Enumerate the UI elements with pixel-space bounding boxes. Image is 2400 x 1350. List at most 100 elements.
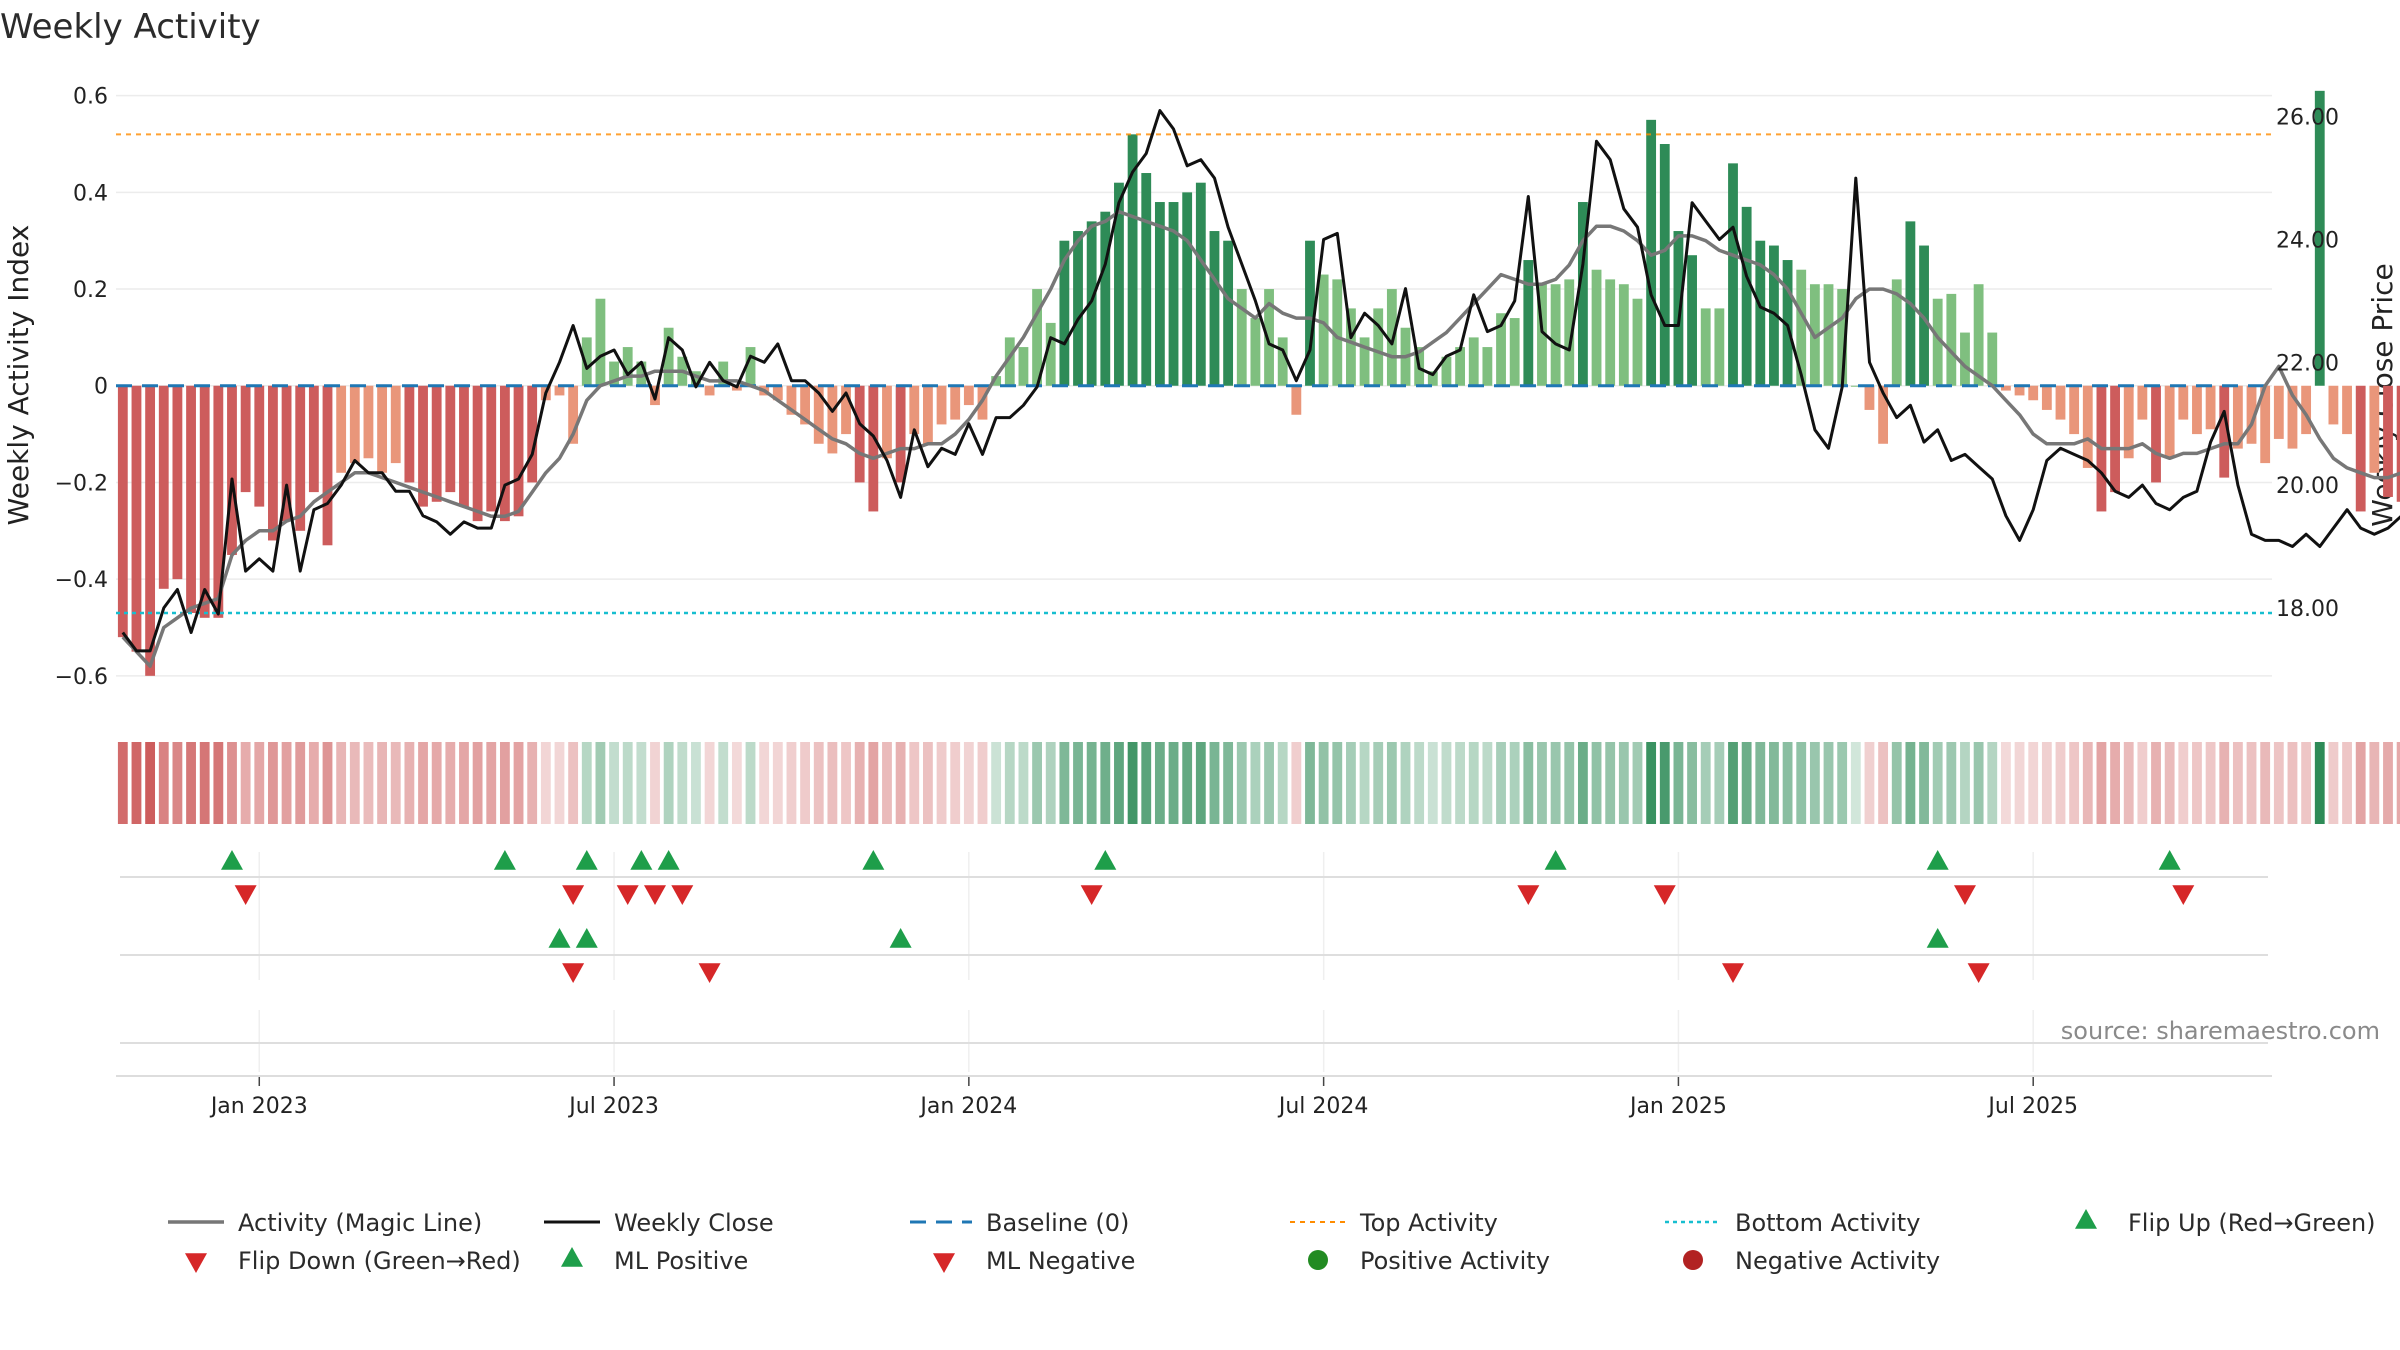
heat-cell [2178, 742, 2189, 824]
activity-bar [1605, 279, 1616, 386]
flip-up-marker [630, 850, 653, 870]
legend-item-negdot: Negative Activity [1683, 1247, 1940, 1275]
heat-cell [827, 742, 838, 824]
activity-bar [1045, 322, 1056, 386]
heat-cell [281, 742, 292, 824]
heat-cell [1250, 742, 1261, 824]
activity-bar [213, 385, 224, 618]
activity-bar [991, 376, 1002, 386]
activity-bar [1100, 211, 1111, 386]
activity-bar [1537, 284, 1547, 386]
weekly-close-line [121, 109, 2400, 653]
heat-cell [268, 742, 278, 824]
source-note: source: sharemaestro.com [2061, 1017, 2380, 1045]
heat-cell [1468, 742, 1479, 824]
legend-label: Top Activity [1359, 1209, 1498, 1237]
activity-bar [1673, 231, 1684, 386]
heat-cell [800, 742, 811, 824]
activity-bars [117, 90, 2400, 676]
activity-bar [2369, 385, 2380, 473]
activity-bar [1482, 347, 1493, 386]
activity-bar [1346, 308, 1356, 386]
activity-bar [581, 337, 592, 386]
x-tick-label: Jan 2023 [209, 1094, 308, 1119]
flip-down-marker [616, 885, 639, 905]
heat-cell [1919, 742, 1929, 824]
heat-cell [186, 742, 196, 824]
heat-cell [158, 742, 169, 824]
heat-cell [1659, 742, 1670, 824]
activity-bar [2164, 385, 2175, 459]
activity-bar [172, 385, 183, 580]
heat-cell [691, 742, 701, 824]
activity-bar [1973, 284, 1984, 386]
heat-cell [2000, 742, 2011, 824]
heat-cell [2369, 742, 2380, 824]
activity-bar [2396, 385, 2400, 502]
heat-cell [213, 742, 224, 824]
heat-cell [336, 742, 347, 824]
activity-bar [1755, 240, 1766, 386]
heat-cell [895, 742, 906, 824]
heat-cell [1059, 742, 1070, 824]
activity-bar [1086, 221, 1097, 386]
heat-cell [445, 742, 456, 824]
legend-item-posdot: Positive Activity [1308, 1247, 1550, 1275]
heat-cell [1305, 742, 1315, 824]
heat-cell [418, 742, 428, 824]
ml-positive-marker [548, 928, 571, 948]
legend-item-flipup: Flip Up (Red→Green) [2075, 1209, 2376, 1237]
heat-cell [2028, 742, 2039, 824]
heat-cell [1318, 742, 1329, 824]
heat-cell [1837, 742, 1848, 824]
heat-cell [459, 742, 469, 824]
heat-cell [1741, 742, 1752, 824]
heat-cell [2246, 742, 2257, 824]
activity-bar [609, 361, 619, 386]
heat-cell [1796, 742, 1807, 824]
activity-bar [2069, 385, 2080, 435]
activity-bar [1946, 293, 1957, 386]
heat-cell [677, 742, 688, 824]
flip-up-marker [1094, 850, 1117, 870]
activity-bar [445, 385, 456, 493]
activity-bar [1714, 308, 1725, 386]
legend-item-close: Weekly Close [544, 1209, 774, 1237]
activity-bar [2246, 385, 2257, 444]
ml-negative-marker [698, 963, 721, 983]
heat-cell [1100, 742, 1111, 824]
heat-cell [2110, 742, 2120, 824]
activity-bar [1154, 202, 1165, 386]
heat-cell [581, 742, 592, 824]
heat-cell [650, 742, 660, 824]
activity-bar [1837, 289, 1848, 386]
activity-bar [1373, 308, 1384, 386]
legend-label: ML Negative [986, 1247, 1135, 1275]
heat-cell [663, 742, 674, 824]
heat-cell [431, 742, 442, 824]
legend-label: Flip Up (Red→Green) [2128, 1209, 2376, 1237]
heat-cell [554, 742, 565, 824]
legend-item-magic: Activity (Magic Line) [168, 1209, 482, 1237]
x-tick-label: Jul 2024 [1277, 1094, 1369, 1119]
heat-cell [1209, 742, 1220, 824]
heat-cell [1687, 742, 1697, 824]
activity-bar [2014, 385, 2025, 396]
activity-bar [827, 385, 838, 454]
activity-bar [1687, 255, 1697, 386]
activity-bar [1073, 231, 1083, 386]
activity-bar [1114, 182, 1124, 386]
flip-down-marker [234, 885, 257, 905]
heat-cell [977, 742, 988, 824]
y2-tick-label: 26.00 [2276, 106, 2339, 131]
activity-bar [1168, 202, 1179, 386]
y-tick-label: 0.6 [73, 85, 108, 110]
activity-bar [2123, 385, 2134, 459]
heat-cell [2123, 742, 2134, 824]
heat-cell [704, 742, 715, 824]
magic-line [121, 209, 2400, 668]
heat-cell [2383, 742, 2393, 824]
heat-cell [2396, 742, 2400, 824]
activity-bar [2328, 385, 2339, 425]
